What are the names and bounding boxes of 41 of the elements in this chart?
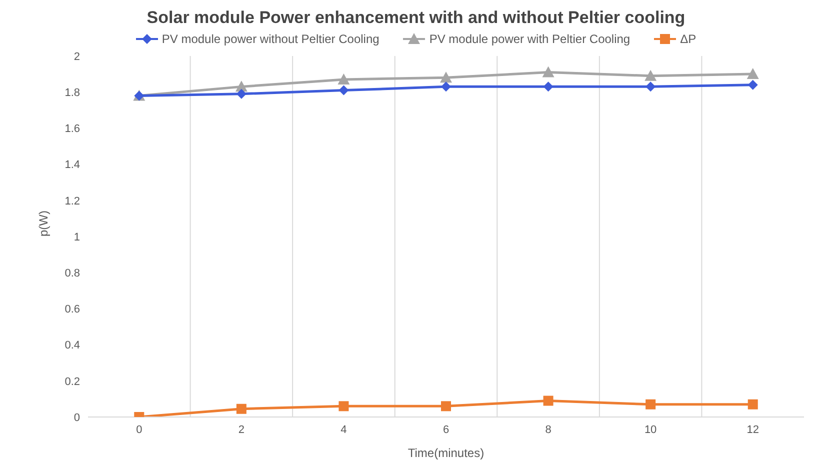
- point: [644, 70, 657, 81]
- legend-label: ΔP: [679, 32, 696, 46]
- x-tick-label: 6: [442, 424, 450, 436]
- point: [236, 88, 246, 99]
- y-tick-label: 1: [74, 231, 80, 244]
- chart-title: Solar module Power enhancement with and without Peltier cooling: [146, 8, 686, 29]
- y-tick-label: 1.2: [64, 195, 80, 208]
- point: [338, 401, 349, 412]
- x-axis-title: Time(minutes): [408, 446, 484, 460]
- point: [440, 72, 452, 83]
- point: [543, 396, 554, 406]
- x-tick-label: 8: [545, 424, 552, 436]
- point: [441, 401, 451, 412]
- x-tick-label: 0: [136, 424, 142, 436]
- point: [646, 82, 656, 92]
- x-tick-label: 12: [746, 424, 759, 436]
- y-tick-label: 1.6: [64, 123, 80, 136]
- point: [748, 80, 758, 90]
- y-tick-label: 0: [74, 412, 80, 424]
- y-tick-label: 0.8: [64, 268, 80, 280]
- point: [236, 404, 246, 414]
- point: [338, 73, 350, 84]
- point: [542, 66, 554, 78]
- y-tick-label: 0.6: [64, 304, 80, 316]
- y-tick-label: 2: [74, 50, 80, 63]
- point: [748, 399, 758, 410]
- y-axis-title: p(W): [36, 210, 50, 236]
- x-tick-label: 10: [644, 424, 657, 436]
- y-tick-label: 1.8: [64, 87, 80, 100]
- x-tick-label: 4: [340, 424, 347, 436]
- y-tick-label: 1.4: [64, 159, 80, 172]
- point: [646, 399, 656, 410]
- point: [338, 85, 349, 96]
- y-tick-label: 0.4: [64, 340, 80, 352]
- point: [746, 68, 759, 80]
- legend-label: PV module power with Peltier Cooling: [428, 32, 630, 46]
- point: [543, 82, 554, 92]
- x-tick-label: 2: [238, 424, 244, 436]
- legend-label: PV module power without Peltier Cooling: [160, 32, 380, 46]
- y-tick-label: 0.2: [64, 376, 80, 388]
- point: [441, 82, 451, 92]
